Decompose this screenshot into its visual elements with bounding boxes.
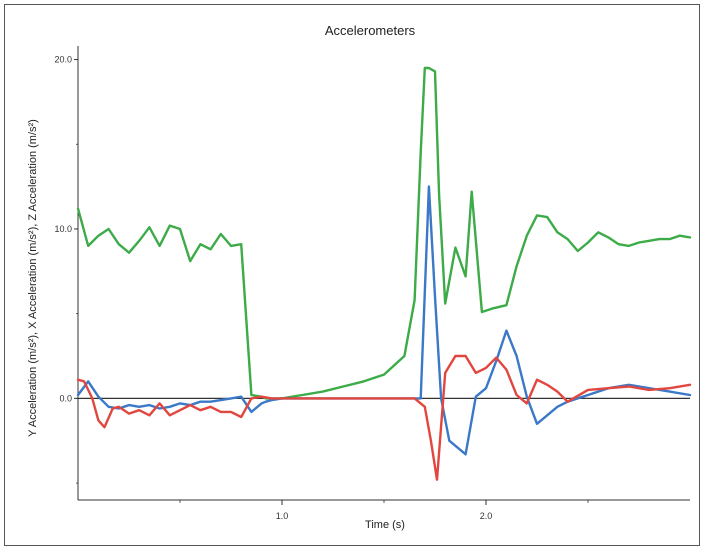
chart-frame xyxy=(4,4,700,546)
x-tick-label: 2.0 xyxy=(480,511,493,521)
y-tick-label: 0.0 xyxy=(59,393,72,403)
x-axis-label: Time (s) xyxy=(365,519,405,531)
chart-title: Accelerometers xyxy=(325,23,416,38)
plot-area: 20.0 10.0 0.0 1.0 2.0 xyxy=(54,46,692,521)
y-tick-label: 20.0 xyxy=(54,55,72,65)
series-line-1 xyxy=(76,66,692,400)
y-tick-label: 10.0 xyxy=(54,224,72,234)
series-line-3 xyxy=(76,354,692,481)
y-axis-label: Y Acceleration (m/s²), X Acceleration (m… xyxy=(27,119,39,437)
x-tick-label: 1.0 xyxy=(276,511,289,521)
